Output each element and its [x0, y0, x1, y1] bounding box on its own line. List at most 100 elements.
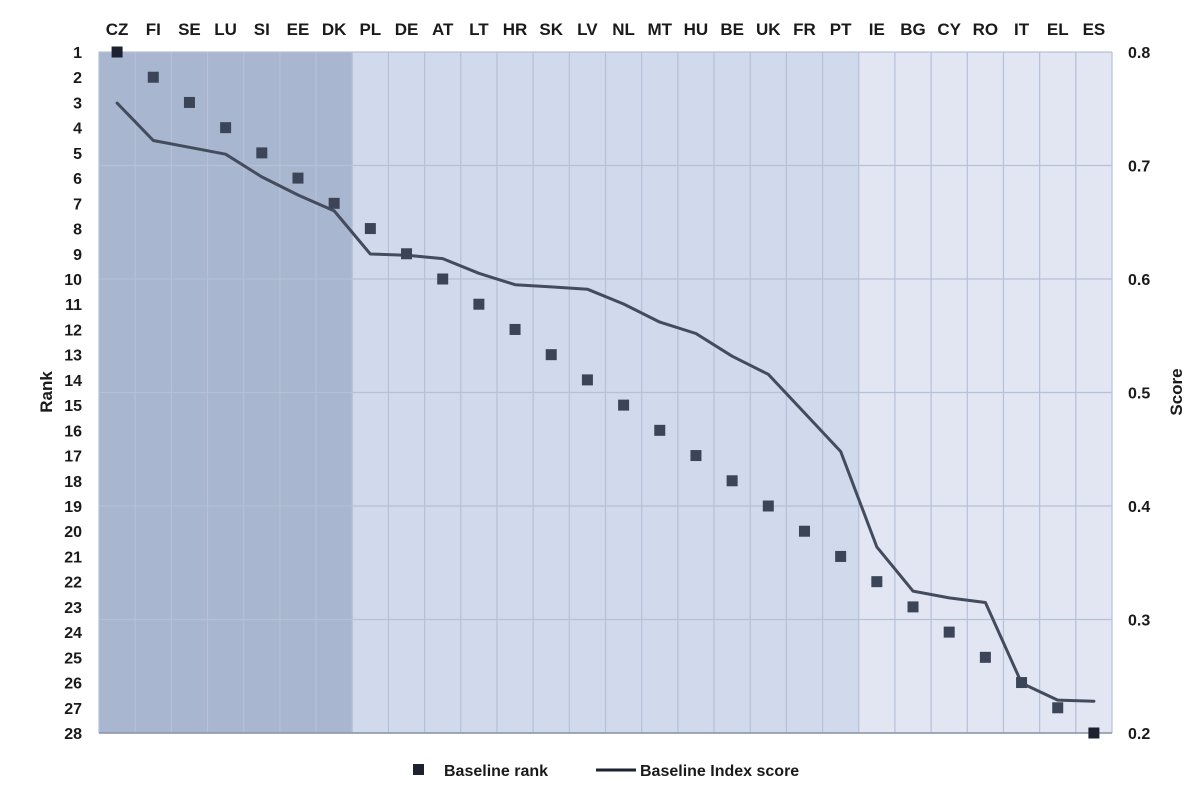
legend-label-rank: Baseline rank — [444, 763, 548, 780]
left-tick-label: 18 — [64, 474, 82, 491]
left-tick-label: 9 — [73, 247, 82, 264]
right-tick-label: 0.7 — [1128, 159, 1150, 176]
left-tick-label: 6 — [73, 171, 82, 188]
left-tick-label: 21 — [64, 549, 82, 566]
rank-marker-CY — [943, 626, 955, 638]
score-line — [115, 101, 1096, 703]
category-label: AT — [432, 20, 454, 39]
left-tick-label: 11 — [65, 297, 82, 314]
left-axis-ticks: 1234567891011121314151617181920212223242… — [64, 45, 82, 743]
left-tick-label: 2 — [73, 70, 82, 87]
category-label: PL — [359, 20, 381, 39]
category-label: SI — [254, 20, 270, 39]
left-tick-label: 23 — [64, 600, 82, 617]
rank-marker-SI — [256, 147, 268, 159]
right-tick-label: 0.3 — [1128, 613, 1150, 630]
left-tick-label: 24 — [64, 625, 82, 642]
category-label: DE — [395, 20, 419, 39]
left-tick-label: 25 — [64, 650, 82, 667]
rank-marker-LU — [220, 122, 232, 134]
category-label: FR — [793, 20, 816, 39]
left-tick-label: 16 — [64, 423, 82, 440]
left-axis-title: Rank — [37, 371, 56, 413]
rank-marker-ES — [1088, 727, 1100, 739]
right-tick-label: 0.4 — [1128, 499, 1150, 516]
right-axis-ticks: 0.2 0.3 0.4 0.5 0.6 0.7 0.8 — [1128, 45, 1150, 743]
category-label: CZ — [106, 20, 129, 39]
category-label: BG — [900, 20, 926, 39]
series-line-baseline-index-score — [115, 101, 1096, 703]
rank-marker-HR — [509, 323, 521, 335]
left-tick-label: 22 — [64, 575, 82, 592]
left-tick-label: 3 — [73, 95, 82, 112]
category-label: IE — [869, 20, 885, 39]
left-tick-label: 8 — [73, 222, 82, 239]
rank-marker-EE — [292, 172, 304, 184]
left-tick-label: 13 — [64, 348, 82, 365]
rank-marker-MT — [654, 424, 666, 436]
category-label: LU — [214, 20, 237, 39]
category-label: PT — [830, 20, 852, 39]
rank-marker-SK — [545, 349, 557, 361]
rank-marker-LV — [581, 374, 593, 386]
rank-marker-FI — [147, 71, 159, 83]
left-tick-label: 10 — [64, 272, 82, 289]
right-tick-label: 0.6 — [1128, 272, 1150, 289]
left-tick-label: 27 — [64, 701, 82, 718]
rank-marker-SE — [183, 96, 195, 108]
rank-marker-FR — [798, 525, 810, 537]
left-tick-label: 15 — [64, 398, 82, 415]
rank-marker-PL — [364, 223, 376, 235]
category-label: DK — [322, 20, 347, 39]
left-tick-label: 12 — [64, 322, 82, 339]
rank-marker-BG — [907, 601, 919, 613]
category-label: SE — [178, 20, 201, 39]
category-label: NL — [612, 20, 635, 39]
rank-marker-IE — [871, 576, 883, 588]
right-tick-label: 0.2 — [1128, 726, 1150, 743]
rank-marker-CZ — [111, 46, 123, 58]
left-tick-label: 20 — [64, 524, 82, 541]
category-label: FI — [146, 20, 161, 39]
left-tick-label: 19 — [64, 499, 82, 516]
category-label: BE — [720, 20, 744, 39]
legend-label-score: Baseline Index score — [640, 763, 799, 780]
rank-marker-DK — [328, 197, 340, 209]
rank-marker-AT — [437, 273, 449, 285]
rank-marker-IT — [1016, 677, 1028, 689]
legend: Baseline rank Baseline Index score — [413, 763, 799, 780]
right-tick-label: 0.5 — [1128, 386, 1150, 403]
category-label: ES — [1083, 20, 1106, 39]
rank-marker-EL — [1052, 702, 1064, 714]
rank-marker-UK — [762, 500, 774, 512]
grid-lines — [98, 51, 1113, 734]
category-label: HU — [684, 20, 709, 39]
category-label: IT — [1014, 20, 1030, 39]
rank-marker-RO — [979, 651, 991, 663]
category-label: CY — [937, 20, 961, 39]
rank-marker-BE — [726, 475, 738, 487]
left-tick-label: 1 — [73, 45, 82, 62]
legend-marker-rank — [413, 764, 424, 775]
left-tick-label: 26 — [64, 676, 82, 693]
left-tick-label: 4 — [73, 121, 82, 138]
category-labels: CZ FI SE LU SI EE DK PL DE AT LT HR SK LV NL MT HU BE UK FR… — [106, 20, 1106, 39]
rank-marker-LT — [473, 298, 485, 310]
rank-marker-DE — [401, 248, 413, 260]
left-tick-label: 7 — [73, 196, 82, 213]
category-label: EE — [287, 20, 310, 39]
category-label: SK — [539, 20, 563, 39]
category-label: RO — [973, 20, 999, 39]
category-label: EL — [1047, 20, 1069, 39]
rank-marker-HU — [690, 450, 702, 462]
category-label: LV — [577, 20, 598, 39]
left-tick-label: 17 — [64, 449, 82, 466]
category-label: HR — [503, 20, 528, 39]
category-label: MT — [647, 20, 672, 39]
rank-markers — [111, 46, 1100, 739]
right-axis-title: Score — [1167, 368, 1186, 415]
category-label: UK — [756, 20, 781, 39]
rank-marker-PT — [835, 550, 847, 562]
rank-marker-NL — [618, 399, 630, 411]
